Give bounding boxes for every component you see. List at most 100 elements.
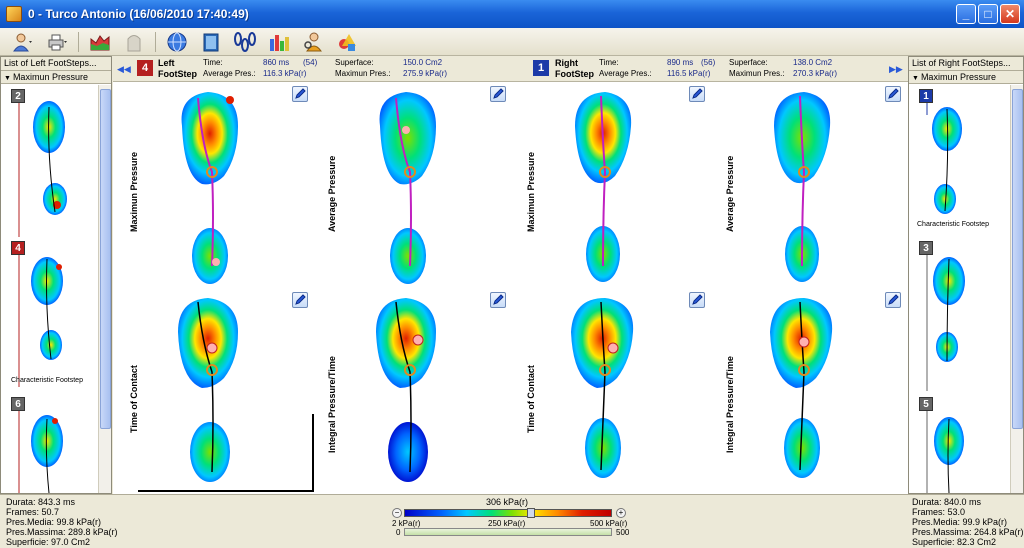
right-footstep-thumb-5[interactable]: 5 <box>911 395 1003 494</box>
scale-threshold-handle[interactable] <box>526 508 535 518</box>
edit-button[interactable] <box>490 292 506 308</box>
right-footstep-thumb-1[interactable]: 1 Characteristic Footstep <box>911 87 1003 237</box>
footprint-map <box>575 92 632 282</box>
scale-mid-label: 250 kPa(r) <box>488 519 526 528</box>
pencil-icon <box>493 88 504 99</box>
shapes-icon <box>339 33 356 51</box>
right-avg-value: 116.5 kPa(r) <box>667 69 711 78</box>
edit-button[interactable] <box>292 292 308 308</box>
map-label: Time of Contact <box>526 365 536 433</box>
footprint-map <box>571 298 634 478</box>
edit-button[interactable] <box>885 86 901 102</box>
toolbar <box>0 28 1024 56</box>
left-panel-subheader[interactable]: ▼ Maximun Pressure <box>1 71 111 84</box>
window-controls: _ □ ✕ <box>956 4 1020 24</box>
maximize-button[interactable]: □ <box>978 4 998 24</box>
left-panel-subheader-label: Maximun Pressure <box>12 72 88 82</box>
left-footstep-title: Left <box>158 58 175 68</box>
right-time-value: 890 ms <box>667 58 694 67</box>
chart-button[interactable] <box>85 30 115 54</box>
footstep-info-bar: ◀◀ 4 Left FootStep Time: 860 ms (54) Ave… <box>113 56 908 82</box>
edit-button[interactable] <box>885 292 901 308</box>
left-avg-value: 116.3 kPa(r) <box>263 69 307 78</box>
right-footstep-thumb-3[interactable]: 3 <box>911 241 1003 391</box>
edit-button[interactable] <box>689 292 705 308</box>
edit-button[interactable] <box>689 86 705 102</box>
right-footstep-subtitle: FootStep <box>555 69 594 79</box>
next-footstep-button[interactable]: ▶▶ <box>889 64 903 74</box>
left-footstep-thumb-4[interactable]: 4 Characteristic Footstep <box>3 237 95 387</box>
slider-max-label: 500 <box>616 528 630 537</box>
book-button[interactable] <box>196 30 226 54</box>
collapse-triangle-icon: ▼ <box>912 75 919 82</box>
right-panel-scrollbar[interactable] <box>1010 85 1023 493</box>
ghost-button[interactable] <box>119 30 149 54</box>
close-button[interactable]: ✕ <box>1000 4 1020 24</box>
range-slider[interactable] <box>404 528 612 536</box>
footsteps-icon <box>234 31 256 52</box>
window-title: 0 - Turco Antonio (16/06/2010 17:40:49) <box>28 7 249 21</box>
right-superficie: Superficie: 82.3 Cm2 <box>912 537 997 547</box>
scroll-thumb[interactable] <box>1012 89 1023 429</box>
pencil-icon <box>888 88 899 99</box>
scale-min-label: 2 kPa(r) <box>392 519 421 528</box>
scroll-thumb[interactable] <box>100 89 111 429</box>
right-pres-media: Pres.Media: 99.9 kPa(r) <box>912 517 1008 527</box>
footsteps-button[interactable] <box>230 30 260 54</box>
map-label: Average Pressure <box>327 155 337 232</box>
pencil-icon <box>295 88 306 99</box>
left-superficie: Superficie: 97.0 Cm2 <box>6 537 91 547</box>
right-frames: Frames: 53.0 <box>912 507 966 517</box>
right-durata: Durata: 840.0 ms <box>912 497 982 507</box>
footstep-badge: 1 <box>919 89 933 103</box>
map-cell-left-time-contact: Time of Contact <box>113 288 311 494</box>
toolbar-separator <box>155 31 156 52</box>
left-footstep-thumb-6[interactable]: 6 <box>3 393 95 494</box>
bars-button[interactable] <box>264 30 294 54</box>
right-max-label: Maximun Pres.: <box>729 69 785 78</box>
left-time-frames: (54) <box>303 58 318 67</box>
ghost-icon <box>127 34 141 51</box>
left-durata: Durata: 843.3 ms <box>6 497 76 507</box>
left-footstep-number: 4 <box>137 60 153 76</box>
scale-decrease-button[interactable]: − <box>392 508 402 518</box>
footstep-badge: 3 <box>919 241 933 255</box>
left-max-value: 275.9 kPa(r) <box>403 69 448 78</box>
print-button[interactable] <box>42 30 72 54</box>
right-surface-label: Superface: <box>729 58 768 67</box>
edit-button[interactable] <box>490 86 506 102</box>
footprint-map <box>376 298 436 482</box>
left-footstep-thumb-2[interactable]: 2 <box>3 87 95 237</box>
globe-button[interactable] <box>162 30 192 54</box>
footstep-badge: 6 <box>11 397 25 411</box>
left-time-value: 860 ms <box>263 58 290 67</box>
footprint-map <box>178 298 238 482</box>
user-search-button[interactable] <box>298 30 328 54</box>
edit-button[interactable] <box>292 86 308 102</box>
shapes-button[interactable] <box>332 30 362 54</box>
map-cell-right-integral: Integral Pressure/Time <box>709 288 907 494</box>
left-panel-header: List of Left FootSteps... <box>1 57 111 71</box>
left-surface-label: Superface: <box>335 58 374 67</box>
right-footstep-title: Right <box>555 58 578 68</box>
right-max-value: 270.3 kPa(r) <box>793 69 838 78</box>
previous-footstep-button[interactable]: ◀◀ <box>117 64 131 74</box>
right-panel-subheader[interactable]: ▼ Maximun Pressure <box>909 71 1023 84</box>
patient-icon <box>13 33 32 51</box>
minimize-button[interactable]: _ <box>956 4 976 24</box>
map-cell-left-avg-pressure: Average Pressure <box>311 82 509 288</box>
right-panel-subheader-label: Maximun Pressure <box>920 72 996 82</box>
left-panel-scrollbar[interactable] <box>98 85 111 493</box>
footprint-thumbnail <box>18 97 67 237</box>
left-frames: Frames: 50.7 <box>6 507 60 517</box>
bars-icon <box>270 34 289 51</box>
footprint-thumbnail <box>926 97 962 214</box>
scale-increase-button[interactable]: + <box>616 508 626 518</box>
right-surface-value: 138.0 Cm2 <box>793 58 833 67</box>
patient-button[interactable] <box>8 30 38 54</box>
slider-fill <box>405 529 611 535</box>
slider-min-label: 0 <box>396 528 401 537</box>
footprint-map <box>770 298 833 478</box>
left-footsteps-panel: List of Left FootSteps... ▼ Maximun Press… <box>0 56 112 494</box>
